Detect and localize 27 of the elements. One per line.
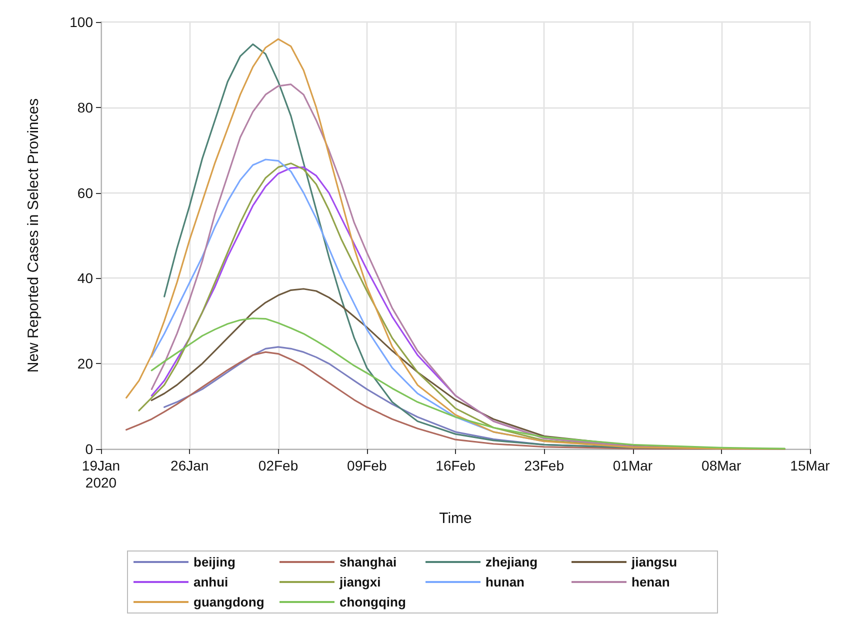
x-tick-label: 26Jan [170,458,209,474]
y-tick-label: 100 [70,14,94,30]
x-tick-label: 09Feb [347,458,387,474]
legend-label: guangdong [194,594,264,610]
legend-label: henan [632,574,670,590]
legend-label: jiangxi [338,574,381,590]
x-axis-title: Time [439,510,472,527]
legend-label: shanghai [340,554,397,570]
legend-label: zhejiang [486,554,538,570]
x-tick-label: 19Jan 2020 [82,458,120,490]
y-tick-label: 80 [77,99,94,116]
legend-label: anhui [194,574,228,590]
legend-label: hunan [486,574,525,590]
x-tick-label: 08Mar [702,458,742,474]
x-tick-label: 02Feb [258,458,298,474]
legend-label: beijing [194,554,236,570]
y-axis-title: New Reported Cases in Select Provinces [25,98,42,373]
x-tick-label: 16Feb [436,458,476,474]
x-tick-label: 01Mar [612,458,653,474]
y-tick-label: 20 [77,356,94,372]
y-tick-label: 40 [77,270,94,286]
y-tick-label: 60 [77,184,94,201]
x-tick-label: 15Mar [790,458,830,474]
legend-label: chongqing [340,594,406,610]
legend-label: jiangsu [630,554,678,570]
x-tick-label: 23Feb [524,458,564,474]
y-tick-label: 0 [85,441,94,457]
